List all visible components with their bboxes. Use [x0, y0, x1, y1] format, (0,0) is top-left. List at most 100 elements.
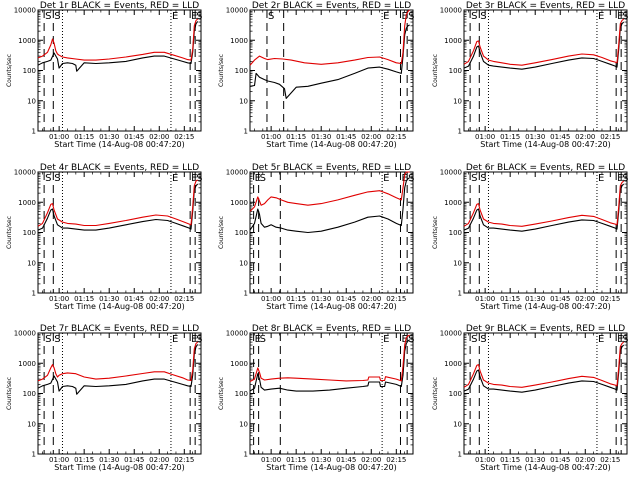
- x-tick-label: 01:45: [550, 456, 570, 464]
- x-tick-label: 02:00: [149, 295, 169, 303]
- y-axis-label: Counts/sec: [218, 377, 225, 410]
- x-tick-label: 01:30: [99, 456, 119, 464]
- y-axis-label: Counts/sec: [218, 54, 225, 87]
- detector-panel: Det 2r BLACK = Events, RED = LLD Counts/s…: [218, 1, 415, 149]
- y-tick-label: 10000: [440, 169, 462, 177]
- detector-panel: Det 1r BLACK = Events, RED = LLD Counts/s…: [6, 1, 203, 149]
- x-tick-label: 01:45: [336, 295, 356, 303]
- y-tick-label: 10: [239, 259, 248, 267]
- time-marker-label: S: [45, 11, 51, 22]
- y-tick-label: 1: [244, 128, 248, 136]
- x-tick-label: 01:00: [261, 133, 281, 141]
- x-axis-label: Start Time (14-Aug-08 00:47:20): [266, 302, 397, 311]
- x-tick-label: 02:00: [575, 456, 595, 464]
- panel-title: Det 4r BLACK = Events, RED = LLD: [40, 163, 199, 173]
- x-tick-label: 01:45: [124, 295, 144, 303]
- x-tick-label: 01:00: [475, 133, 495, 141]
- x-tick-label: 01:30: [525, 295, 545, 303]
- y-tick-label: 1000: [230, 199, 248, 207]
- time-marker-label: E: [191, 173, 197, 184]
- y-tick-label: 1000: [444, 360, 462, 368]
- time-marker-label: E: [598, 173, 604, 184]
- x-tick-label: 01:00: [475, 295, 495, 303]
- time-marker-label: S: [54, 173, 60, 184]
- panel-title: Det 2r BLACK = Events, RED = LLD: [252, 1, 411, 11]
- x-tick-label: 01:15: [74, 133, 94, 141]
- x-tick-label: 02:00: [361, 133, 381, 141]
- y-tick-label: 1000: [18, 37, 36, 45]
- y-axis-label: Counts/sec: [432, 377, 439, 410]
- time-marker-label: E: [383, 173, 389, 184]
- time-marker-label: E: [598, 11, 604, 22]
- y-tick-label: 1000: [444, 199, 462, 207]
- y-tick-label: 10: [453, 420, 462, 428]
- detector-panel: Det 5r BLACK = Events, RED = LLD Counts/s…: [218, 163, 415, 311]
- x-tick-label: 02:00: [575, 295, 595, 303]
- y-tick-label: 10: [453, 97, 462, 105]
- y-tick-label: 10: [453, 259, 462, 267]
- y-tick-label: 1: [244, 290, 248, 298]
- x-axis-label: Start Time (14-Aug-08 00:47:20): [54, 302, 185, 311]
- events-rate-line: [37, 21, 199, 72]
- events-rate-line: [249, 177, 410, 234]
- time-marker-label: S: [471, 173, 477, 184]
- x-axis-label: Start Time (14-Aug-08 00:47:20): [54, 463, 185, 472]
- time-marker-label: S: [622, 11, 628, 22]
- x-tick-label: 01:15: [286, 456, 306, 464]
- y-tick-label: 1: [244, 451, 248, 459]
- x-tick-label: 02:15: [174, 295, 194, 303]
- panel-title: Det 1r BLACK = Events, RED = LLD: [40, 1, 199, 11]
- panel-title: Det 8r BLACK = Events, RED = LLD: [252, 324, 411, 334]
- detector-panel: Det 3r BLACK = Events, RED = LLD Counts/s…: [432, 1, 629, 149]
- time-marker-label: E: [172, 334, 178, 345]
- y-tick-label: 1: [458, 290, 462, 298]
- y-tick-label: 10: [27, 259, 36, 267]
- time-marker-label: S: [268, 11, 274, 22]
- y-tick-label: 100: [23, 390, 36, 398]
- y-tick-label: 10000: [226, 330, 248, 338]
- y-tick-label: 1: [32, 451, 36, 459]
- y-tick-label: 1000: [18, 360, 36, 368]
- y-axis-label: Counts/sec: [218, 216, 225, 249]
- events-rate-line: [463, 183, 625, 232]
- time-marker-label: E: [617, 11, 623, 22]
- lld-rate-line: [463, 180, 625, 227]
- x-tick-label: 02:15: [600, 295, 620, 303]
- x-tick-label: 01:45: [550, 133, 570, 141]
- time-marker-label: S: [260, 173, 266, 184]
- y-tick-label: 1: [32, 290, 36, 298]
- time-marker-label: S: [54, 334, 60, 345]
- x-tick-label: 01:45: [336, 456, 356, 464]
- x-tick-label: 01:15: [286, 133, 306, 141]
- events-rate-line: [37, 183, 199, 231]
- y-tick-label: 1000: [230, 360, 248, 368]
- y-tick-label: 10: [239, 97, 248, 105]
- x-tick-label: 02:00: [149, 456, 169, 464]
- x-tick-label: 01:30: [525, 456, 545, 464]
- time-marker-label: E: [172, 11, 178, 22]
- x-tick-label: 01:30: [99, 295, 119, 303]
- y-tick-label: 100: [235, 67, 248, 75]
- y-tick-label: 1000: [230, 37, 248, 45]
- y-tick-label: 100: [23, 229, 36, 237]
- time-marker-label: E: [255, 173, 261, 184]
- x-tick-label: 01:30: [311, 133, 331, 141]
- panel-title: Det 6r BLACK = Events, RED = LLD: [466, 163, 625, 173]
- y-axis-label: Counts/sec: [6, 54, 13, 87]
- x-tick-label: 01:45: [336, 133, 356, 141]
- x-tick-label: 01:00: [475, 456, 495, 464]
- lld-rate-line: [37, 18, 199, 61]
- x-tick-label: 01:30: [99, 133, 119, 141]
- y-tick-label: 10000: [14, 169, 36, 177]
- time-marker-label: E: [255, 334, 261, 345]
- y-tick-label: 100: [449, 67, 462, 75]
- x-tick-label: 01:15: [74, 295, 94, 303]
- y-tick-label: 10: [27, 97, 36, 105]
- time-marker-label: E: [172, 173, 178, 184]
- y-tick-label: 100: [449, 390, 462, 398]
- time-marker-label: S: [480, 11, 486, 22]
- time-marker-label: E: [401, 334, 407, 345]
- lld-rate-line: [463, 341, 625, 388]
- time-marker-label: E: [617, 173, 623, 184]
